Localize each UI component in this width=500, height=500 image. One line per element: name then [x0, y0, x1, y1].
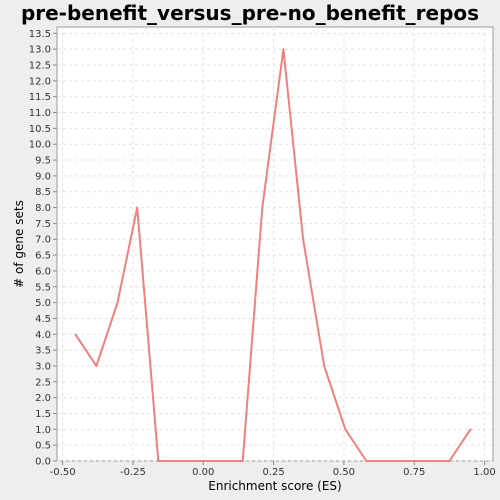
- x-tick-label: 1.00: [473, 467, 495, 478]
- y-tick-label: 7.5: [35, 219, 51, 230]
- y-tick-label: 6.5: [35, 251, 51, 262]
- y-tick-label: 8.5: [35, 187, 51, 198]
- x-tick-label: -0.25: [120, 467, 146, 478]
- y-tick-label: 12.0: [29, 76, 51, 87]
- y-tick-label: 11.5: [29, 92, 51, 103]
- x-tick-label: -0.50: [50, 467, 76, 478]
- y-tick-label: 7.0: [35, 235, 51, 246]
- y-tick-label: 10.5: [29, 124, 51, 135]
- y-tick-label: 0.0: [35, 457, 51, 468]
- y-tick-label: 3.5: [35, 346, 51, 357]
- x-tick-label: 0.75: [403, 467, 425, 478]
- plot-background: [56, 26, 494, 462]
- y-tick-label: 2.5: [35, 377, 51, 388]
- series-line: [74, 48, 472, 462]
- y-tick-label: 13.5: [29, 29, 51, 40]
- y-tick-label: 1.5: [35, 409, 51, 420]
- y-tick-label: 4.5: [35, 314, 51, 325]
- x-tick-label: 0.00: [192, 467, 214, 478]
- data-point: [95, 365, 98, 367]
- data-point: [428, 460, 431, 462]
- data-point: [157, 460, 160, 462]
- y-tick-label: 2.0: [35, 393, 51, 404]
- data-point: [302, 238, 305, 241]
- data-point: [386, 460, 389, 462]
- y-tick-label: 3.0: [35, 361, 51, 372]
- data-point: [199, 460, 202, 462]
- chart-title: pre-benefit_versus_pre-no_benefit_repos: [20, 1, 480, 25]
- data-point: [407, 460, 410, 462]
- data-point: [282, 48, 285, 51]
- data-point: [116, 301, 119, 304]
- y-tick-label: 0.5: [35, 441, 51, 452]
- x-axis-label: Enrichment score (ES): [208, 479, 341, 493]
- y-tick-label: 5.0: [35, 298, 51, 309]
- data-point: [220, 460, 223, 462]
- y-tick-label: 12.5: [29, 61, 51, 72]
- data-point: [365, 460, 368, 462]
- y-tick-label: 13.0: [29, 45, 51, 56]
- y-tick-label: 8.0: [35, 203, 51, 214]
- data-point: [74, 333, 77, 336]
- y-tick-label: 11.0: [29, 108, 51, 119]
- data-point: [469, 428, 472, 431]
- data-point: [448, 460, 451, 462]
- y-axis-ticks: 0.0 0.5 1.0 1.5 2.0 2.5 3.0 3.5 4.0 4.5 5.0 5.5 6.0 6…: [29, 29, 57, 468]
- data-point: [261, 206, 264, 209]
- data-point: [136, 206, 139, 209]
- y-tick-label: 1.0: [35, 425, 51, 436]
- data-point: [344, 428, 347, 431]
- series-group: [74, 48, 472, 462]
- y-tick-label: 9.5: [35, 156, 51, 167]
- data-point: [241, 460, 244, 462]
- x-axis-ticks: -0.50 -0.25 0.00 0.25 0.50 0.75 1.00: [50, 461, 496, 478]
- y-tick-label: 9.0: [35, 171, 51, 182]
- y-axis-label: # of gene sets: [12, 200, 26, 288]
- data-point: [323, 365, 326, 367]
- y-tick-label: 10.0: [29, 140, 51, 151]
- x-tick-label: 0.25: [262, 467, 284, 478]
- y-tick-label: 6.0: [35, 266, 51, 277]
- data-point: [178, 460, 181, 462]
- y-tick-label: 5.5: [35, 282, 51, 293]
- y-tick-label: 4.0: [35, 330, 51, 341]
- x-tick-label: 0.50: [333, 467, 355, 478]
